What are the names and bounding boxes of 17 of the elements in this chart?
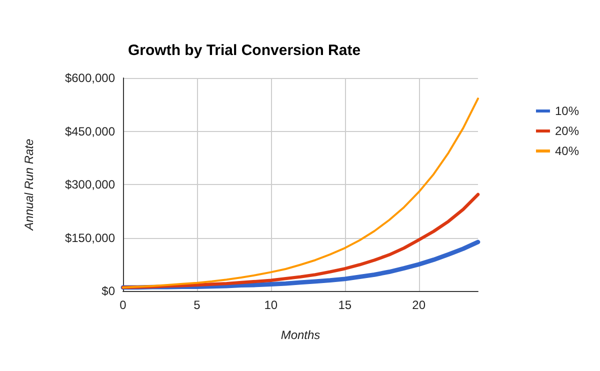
x-axis-title: Months: [280, 328, 320, 342]
line-series: [122, 98, 479, 288]
y-tick-label: $0: [102, 284, 116, 298]
y-tick-label: $450,000: [64, 124, 116, 138]
y-axis-title: Annual Run Rate: [22, 138, 36, 232]
y-tick-label: $600,000: [64, 71, 116, 85]
x-tick-label: 10: [264, 298, 278, 312]
x-tick-label: 15: [338, 298, 352, 312]
chart-title: Growth by Trial Conversion Rate: [128, 42, 361, 59]
y-tick-label: $300,000: [64, 178, 116, 192]
x-tick-label: 20: [412, 298, 426, 312]
x-tick-label: 0: [120, 298, 127, 312]
legend-label: 40%: [554, 144, 580, 158]
y-tick-label: $150,000: [64, 230, 116, 245]
legend-label: 20%: [554, 124, 580, 138]
x-tick-label: 5: [194, 298, 201, 312]
legend-label: 10%: [554, 104, 580, 118]
